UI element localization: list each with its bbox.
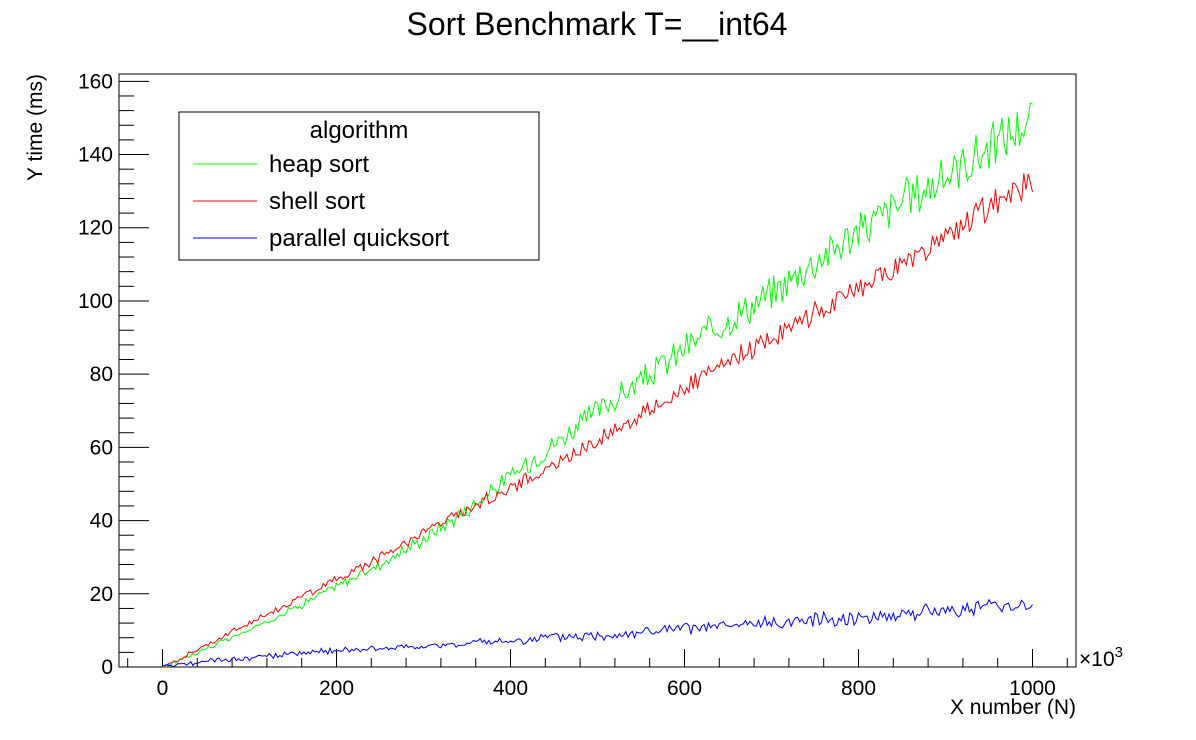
- x-axis-label: X number (N): [950, 696, 1076, 719]
- x-tick-label: 400: [493, 677, 528, 700]
- x-tick-label: 200: [319, 677, 354, 700]
- x-multiplier-label: ×103: [1079, 644, 1123, 671]
- y-tick-label: 40: [90, 510, 113, 533]
- y-tick-label: 0: [101, 656, 113, 679]
- y-tick-label: 100: [78, 290, 113, 313]
- y-tick-label: 60: [90, 436, 113, 459]
- series-line-heap-sort: [162, 102, 1033, 668]
- x-tick-label: 0: [157, 677, 169, 700]
- y-tick-label: 80: [90, 363, 113, 386]
- x-tick-label: 1000: [1009, 677, 1056, 700]
- legend-label-parallel-quicksort: parallel quicksort: [269, 225, 449, 252]
- series-line-parallel-quicksort: [162, 598, 1033, 668]
- x-tick-label: 800: [841, 677, 876, 700]
- plot-frame: [118, 73, 1077, 668]
- y-tick-label: 140: [78, 144, 113, 167]
- series-line-shell-sort: [162, 173, 1033, 668]
- y-axis-label: Y time (ms): [24, 74, 47, 181]
- y-tick-label: 160: [78, 70, 113, 93]
- legend-label-shell-sort: shell sort: [269, 188, 365, 215]
- x-tick-label: 600: [667, 677, 702, 700]
- legend-title: algorithm: [310, 117, 409, 144]
- legend-label-heap-sort: heap sort: [269, 151, 369, 178]
- legend-box: [178, 111, 540, 261]
- y-tick-label: 20: [90, 583, 113, 606]
- y-tick-label: 120: [78, 217, 113, 240]
- chart-title: Sort Benchmark T=__int64: [407, 6, 788, 42]
